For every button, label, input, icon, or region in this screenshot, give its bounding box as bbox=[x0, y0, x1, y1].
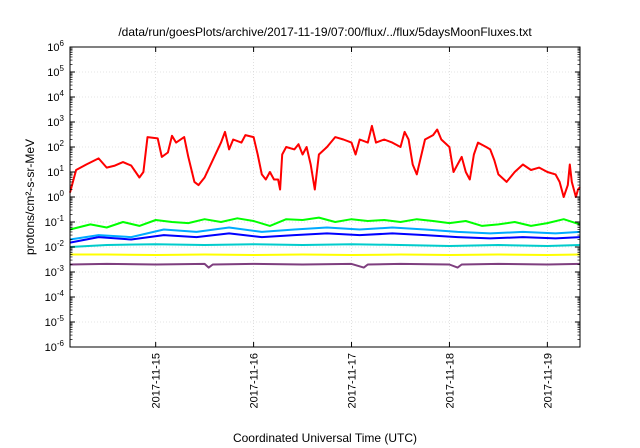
series-lines bbox=[69, 124, 581, 269]
series-line bbox=[69, 124, 581, 198]
y-axis-ticks: 10-6 10-5 10-4 10-3 10-2 10-1 100 101 102 103 104 1… bbox=[45, 39, 580, 354]
series-line bbox=[69, 216, 581, 231]
x-tick-label: 2017-11-18 bbox=[444, 353, 456, 408]
series-line bbox=[70, 253, 581, 256]
y-tick-label: 10-1 bbox=[45, 214, 65, 229]
y-tick-label: 10-5 bbox=[45, 314, 65, 329]
y-tick-label: 10-3 bbox=[45, 264, 65, 279]
y-tick-label: 102 bbox=[47, 139, 64, 154]
series-line bbox=[69, 232, 581, 244]
y-tick-label: 104 bbox=[47, 89, 64, 104]
y-tick-label: 10-6 bbox=[45, 339, 65, 354]
y-tick-label: 101 bbox=[47, 164, 64, 179]
y-tick-label: 10-4 bbox=[45, 289, 65, 304]
y-tick-label: 100 bbox=[47, 189, 64, 204]
series-line bbox=[69, 226, 581, 241]
y-tick-label: 10-2 bbox=[45, 239, 65, 254]
y-tick-label: 105 bbox=[47, 64, 64, 79]
series-line bbox=[69, 262, 581, 269]
y-axis-label: protons/cm²-s-sr-MeV bbox=[23, 139, 37, 255]
series-line bbox=[69, 243, 581, 248]
x-tick-label: 2017-11-15 bbox=[151, 353, 163, 408]
x-tick-label: 2017-11-19 bbox=[542, 353, 554, 408]
x-axis-ticks: 2017-11-15 2017-11-16 2017-11-17 2017-11-18… bbox=[151, 47, 554, 408]
x-axis-label: Coordinated Universal Time (UTC) bbox=[233, 431, 417, 445]
x-tick-label: 2017-11-17 bbox=[347, 353, 359, 408]
grid bbox=[70, 46, 580, 348]
x-tick-label: 2017-11-16 bbox=[249, 353, 261, 408]
chart-title: /data/run/goesPlots/archive/2017-11-19/0… bbox=[118, 25, 532, 39]
y-tick-label: 106 bbox=[47, 39, 64, 54]
y-tick-label: 103 bbox=[47, 114, 64, 129]
